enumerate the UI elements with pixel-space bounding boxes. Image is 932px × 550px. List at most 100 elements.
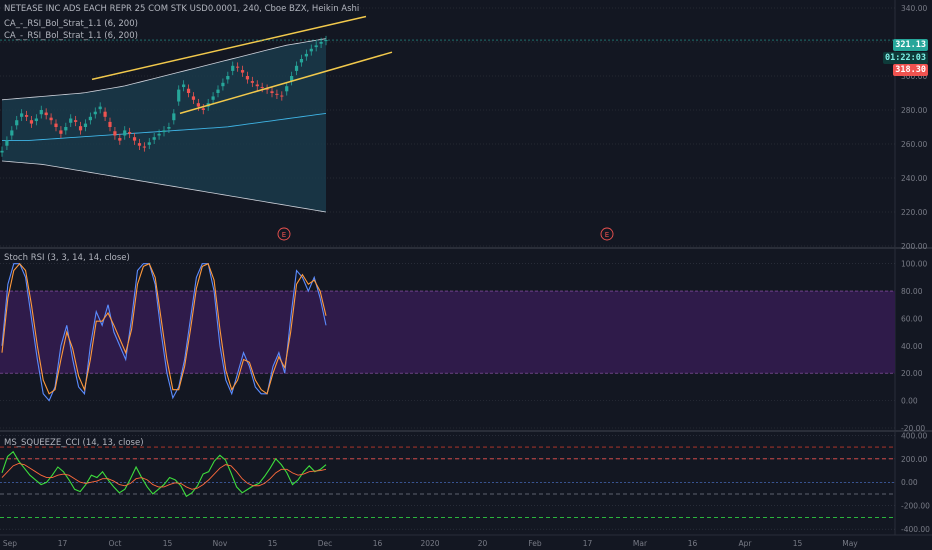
candle-body	[93, 111, 97, 115]
stoch-rsi-d-line	[1, 262, 327, 395]
y-tick-label: -20.00	[901, 424, 925, 433]
x-tick-label: Oct	[109, 539, 122, 548]
stoch-rsi-pane[interactable]	[0, 262, 895, 402]
x-tick-label: 2020	[420, 539, 439, 548]
y-tick-label: -200.00	[901, 502, 930, 511]
candle-body	[88, 116, 92, 121]
symbol-title[interactable]: NETEASE INC ADS EACH REPR 25 COM STK USD…	[4, 4, 360, 14]
channel-lower-line	[179, 51, 393, 115]
candle-body	[186, 88, 191, 93]
candle-body	[196, 103, 200, 107]
candle-body	[265, 88, 269, 90]
bollinger-upper-line	[1, 38, 327, 101]
y-tick-label: 100.00	[901, 260, 927, 269]
y-tick-label: 220.00	[901, 208, 927, 217]
grid-lines	[0, 0, 932, 536]
x-tick-label: 17	[583, 539, 593, 548]
candle-body	[216, 89, 220, 93]
candle-body	[64, 127, 68, 131]
candle-body	[24, 115, 29, 117]
squeeze-cci-legend[interactable]: MS_SQUEEZE_CCI (14, 13, close)	[4, 438, 144, 448]
overlay-legend-1[interactable]: CA_-_RSI_Bol_Strat_1.1 (6, 200)	[4, 19, 138, 29]
y-tick-label: -400.00	[901, 525, 930, 534]
y-tick-label: 0.00	[901, 397, 918, 406]
candle-body	[137, 143, 142, 146]
candle-body	[113, 131, 117, 136]
y-tick-label: 260.00	[901, 140, 927, 149]
candle-body	[29, 120, 34, 124]
y-tick-label: 240.00	[901, 174, 927, 183]
last-price-tag: 321.13	[893, 39, 928, 51]
candle-body	[83, 123, 88, 127]
y-tick-label: 280.00	[901, 106, 927, 115]
stoch-rsi-k-line	[1, 263, 327, 402]
candle-body	[78, 126, 83, 131]
candle-body	[103, 111, 107, 117]
candle-body	[128, 132, 132, 134]
stoch-rsi-legend[interactable]: Stoch RSI (3, 3, 14, 14, close)	[4, 253, 130, 263]
candle-body	[319, 42, 323, 44]
earnings-marker	[600, 227, 614, 241]
candle-body	[5, 140, 9, 146]
earnings-marker-label: E	[605, 231, 609, 239]
candle-body	[226, 76, 230, 80]
y-tick-label: 20.00	[901, 369, 923, 378]
candle-body	[177, 89, 181, 102]
candle-body	[309, 48, 313, 52]
candle-body	[275, 93, 279, 95]
rsi-band-fill	[0, 291, 895, 374]
candle-body	[59, 130, 63, 134]
candle-body	[44, 112, 48, 116]
candle-body	[49, 117, 53, 121]
candle-body	[108, 121, 112, 127]
x-tick-label: Apr	[739, 539, 753, 548]
candle-body	[167, 127, 171, 129]
axes: 340.00320.00300.00280.00260.00240.00220.…	[3, 4, 930, 548]
candle-body	[152, 137, 156, 140]
candle-body	[34, 118, 38, 122]
candle-body	[39, 110, 43, 115]
channel-upper-line	[91, 15, 367, 81]
x-tick-label: Nov	[213, 539, 228, 548]
candle-body	[172, 113, 176, 121]
candle-body	[201, 108, 205, 110]
y-tick-label: 40.00	[901, 342, 923, 351]
x-tick-label: 16	[688, 539, 698, 548]
candle-body	[324, 40, 328, 42]
x-tick-label: 20	[478, 539, 488, 548]
bollinger-band-fill	[2, 38, 326, 212]
candle-body	[69, 118, 73, 123]
x-tick-label: Dec	[318, 539, 333, 548]
squeeze-cci-pane[interactable]	[0, 446, 895, 518]
y-tick-label: 0.00	[901, 478, 918, 487]
earnings-marker	[277, 227, 291, 241]
x-tick-label: Mar	[633, 539, 648, 548]
countdown-tag: 01:22:03	[883, 52, 928, 64]
x-tick-label: Feb	[528, 539, 542, 548]
candle-body	[280, 95, 284, 97]
candle-body	[15, 120, 19, 126]
bollinger-lower-line	[1, 160, 327, 213]
candle-body	[270, 91, 274, 93]
candle-body	[98, 106, 102, 110]
candle-body	[240, 70, 245, 73]
candle-body	[142, 146, 146, 148]
x-tick-label: Sep	[3, 539, 17, 548]
candle-body	[20, 113, 24, 117]
candle-body	[147, 142, 151, 145]
x-tick-label: 15	[793, 539, 803, 548]
y-tick-label: 200.00	[901, 242, 927, 251]
candle-body	[123, 130, 127, 136]
x-tick-label: 16	[373, 539, 383, 548]
candle-body	[118, 138, 122, 141]
x-tick-label: 15	[163, 539, 173, 548]
candle-body	[54, 123, 58, 127]
overlay-legend-2[interactable]: CA_-_RSI_Bol_Strat_1.1 (6, 200)	[4, 31, 138, 41]
y-tick-label: 80.00	[901, 287, 923, 296]
x-tick-label: 17	[58, 539, 68, 548]
candle-body	[290, 76, 294, 82]
x-tick-label: 15	[268, 539, 278, 548]
y-tick-label: 300.00	[901, 72, 927, 81]
candle-body	[74, 120, 78, 122]
